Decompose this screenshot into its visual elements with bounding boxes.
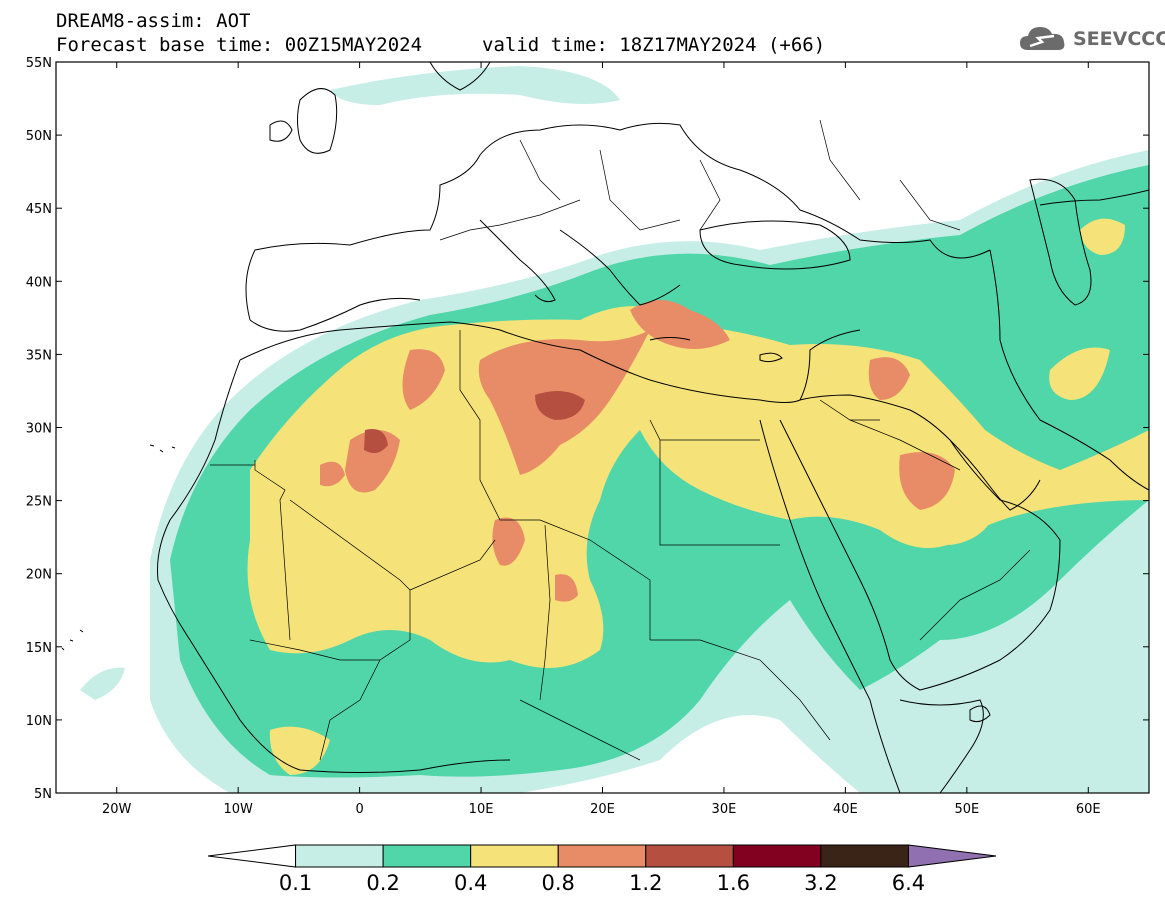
- map-title: DREAM8-assim: AOT: [56, 10, 251, 32]
- longitude-axis: 20W 10W 0 10E 20E 30E 40E 50E 60E: [102, 62, 1101, 817]
- lon-label: 20W: [102, 802, 132, 817]
- aot-field: [56, 62, 1149, 793]
- colorbar-label: 6.4: [892, 871, 925, 895]
- aot-contour-lv04: [247, 218, 1149, 775]
- country-borders: [210, 119, 1031, 761]
- colorbar-swatch: [557, 844, 647, 868]
- colorbar-swatch: [295, 844, 384, 868]
- lon-label: 50E: [954, 802, 979, 817]
- colorbar-label: 3.2: [804, 871, 837, 895]
- coastlines: [61, 62, 1149, 793]
- lat-label: 10N: [26, 714, 52, 729]
- lat-label: 25N: [26, 495, 52, 510]
- forecast-base-time: Forecast base time: 00Z15MAY2024: [56, 34, 423, 56]
- colorbar-swatch: [470, 844, 559, 868]
- colorbar-swatch: [207, 844, 297, 868]
- cloud-icon: [1020, 27, 1065, 50]
- colorbar-label: 0.2: [366, 871, 399, 895]
- colorbar-swatch: [645, 844, 734, 868]
- colorbar-label: 1.2: [629, 871, 662, 895]
- lat-label: 20N: [26, 568, 52, 583]
- lon-label: 10E: [469, 802, 494, 817]
- lon-label: 30E: [712, 802, 737, 817]
- lat-label: 55N: [26, 56, 52, 71]
- lat-label: 45N: [26, 202, 52, 217]
- lat-label: 50N: [26, 129, 52, 144]
- lat-label: 35N: [26, 348, 52, 363]
- logo-text: SEEVCCC: [1073, 28, 1165, 50]
- lon-label: 0: [355, 802, 363, 817]
- colorbar-swatch: [732, 844, 822, 868]
- colorbar-swatch: [382, 844, 472, 868]
- colorbar-label: 1.6: [717, 871, 750, 895]
- lat-label: 5N: [34, 787, 52, 802]
- aot-contour-lv12: [364, 391, 585, 454]
- colorbar-swatch: [907, 844, 997, 868]
- latitude-axis: 55N 50N 45N 40N 35N 30N 25N 20N 15N 10N 5N: [26, 56, 1149, 802]
- seevccc-logo: SEEVCCC: [1018, 22, 1165, 56]
- colorbar-label: 0.8: [542, 871, 575, 895]
- lon-label: 40E: [833, 802, 858, 817]
- lat-label: 30N: [26, 422, 52, 437]
- lat-label: 15N: [26, 641, 52, 656]
- colorbar-label: 0.4: [454, 871, 487, 895]
- lon-label: 10W: [223, 802, 253, 817]
- lon-label: 60E: [1076, 802, 1101, 817]
- aot-colorbar: 0.1 0.2 0.4 0.8 1.2 1.6 3.2 6.4: [207, 844, 997, 895]
- colorbar-label: 0.1: [279, 871, 312, 895]
- valid-time: valid time: 18Z17MAY2024 (+66): [482, 34, 826, 56]
- lat-label: 40N: [26, 275, 52, 290]
- colorbar-swatch: [820, 844, 909, 868]
- lon-label: 20E: [590, 802, 615, 817]
